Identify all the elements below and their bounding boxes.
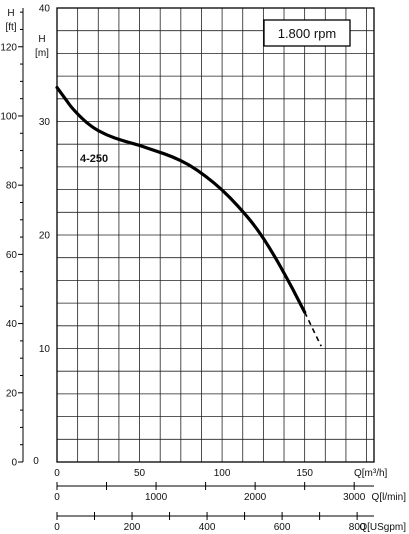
plot-frame bbox=[56, 7, 375, 463]
x-usgpm-tick-label: 0 bbox=[54, 522, 60, 533]
x-usgpm-tick-label: 400 bbox=[199, 522, 216, 533]
m-axis-unit-top: H bbox=[38, 34, 45, 45]
curve-4-250-dashed bbox=[303, 311, 322, 347]
x-m3h-tick-label: 150 bbox=[296, 468, 313, 479]
ft-tick-label: 100 bbox=[0, 111, 17, 122]
x-lmin-tick-label: 2000 bbox=[244, 492, 267, 503]
zero-tick-label: 0 bbox=[33, 456, 39, 467]
x-lmin-tick-label: 1000 bbox=[145, 492, 168, 503]
ft-tick-label: 40 bbox=[6, 319, 18, 330]
m-tick-label: 20 bbox=[39, 231, 51, 242]
ft-tick-label: 20 bbox=[6, 388, 18, 399]
data-series bbox=[55, 85, 322, 347]
x-m3h-axis-label: Q[m³/h] bbox=[354, 468, 388, 479]
chart-grid bbox=[57, 8, 374, 462]
speed-label: 1.800 rpm bbox=[278, 26, 337, 41]
m-tick-label: 30 bbox=[39, 117, 51, 128]
m-axis-unit-bottom: [m] bbox=[35, 48, 49, 59]
x-lmin-tick-label: 3000 bbox=[343, 492, 366, 503]
chart-axes bbox=[18, 7, 375, 520]
x-usgpm-tick-label: 800 bbox=[349, 522, 366, 533]
ft-axis-unit-top: H bbox=[7, 8, 14, 19]
ft-axis-unit-bottom: [ft] bbox=[5, 22, 16, 33]
ft-tick-label: 80 bbox=[6, 181, 18, 192]
x-m3h-tick-label: 50 bbox=[134, 468, 146, 479]
ft-tick-label: 60 bbox=[6, 250, 18, 261]
x-lmin-tick-label: 0 bbox=[54, 492, 60, 503]
x-m3h-tick-label: 100 bbox=[214, 468, 231, 479]
m-tick-label: 10 bbox=[39, 344, 51, 355]
ft-tick-label: 120 bbox=[0, 42, 17, 53]
m-tick-label: 40 bbox=[39, 4, 51, 15]
x-lmin-axis-label: Q[l/min] bbox=[372, 492, 407, 503]
curve-4-250-solid bbox=[55, 85, 307, 314]
curve-label: 4-250 bbox=[80, 153, 108, 165]
ft-tick-label: 0 bbox=[11, 458, 17, 469]
x-m3h-tick-label: 0 bbox=[54, 468, 60, 479]
x-usgpm-tick-label: 200 bbox=[124, 522, 141, 533]
x-usgpm-tick-label: 600 bbox=[274, 522, 291, 533]
x-usgpm-axis-label: Q[USgpm] bbox=[359, 522, 406, 533]
speed-label-box: 1.800 rpm bbox=[263, 19, 351, 47]
